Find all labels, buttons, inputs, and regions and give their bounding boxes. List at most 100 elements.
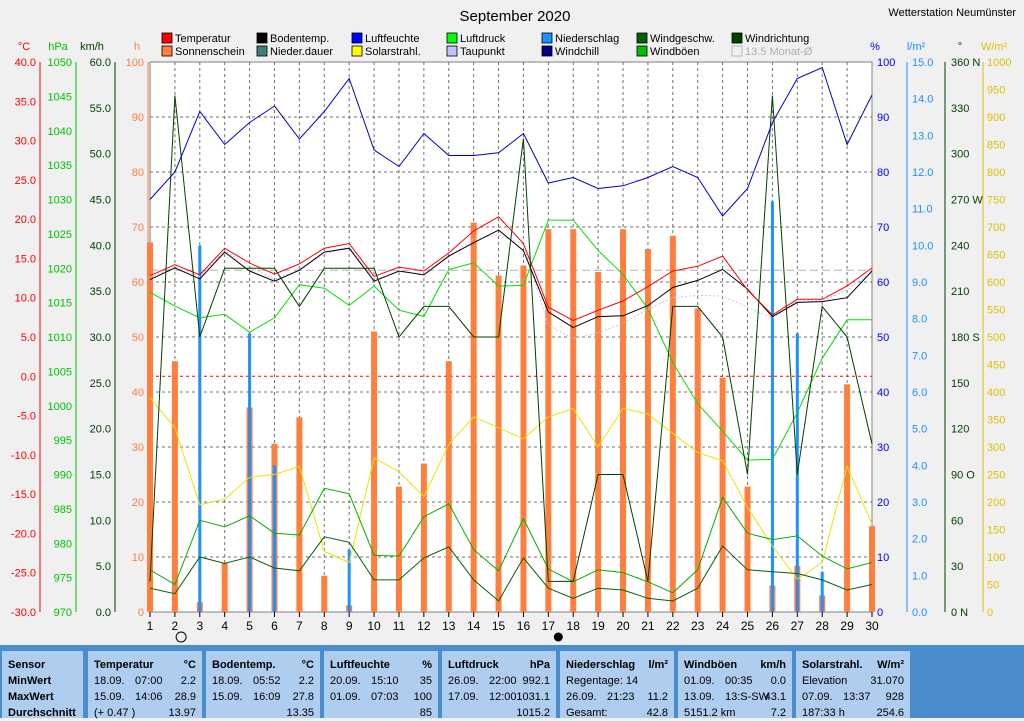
axis-tick-label-precipitation: 13.0 [912,130,933,142]
stat-block: Solarstrahl. W/m² Elevation 31.070 07.09. 13:… [796,651,910,719]
stat-block-title: Windböen [684,659,738,671]
x-tick-label: 14 [467,619,481,633]
stat-block-unit: l/m² [648,659,668,671]
axis-tick-label-solar: 650 [987,250,1005,262]
axis-tick-label-humidity: 90 [877,112,889,124]
x-tick-label: 13 [442,619,456,633]
series-line-humidity [149,66,873,217]
stat-block: Windböen km/h 01.09. 00:35 0.0 13.09. 13:S-SW 4… [678,651,792,719]
axis-tick-label-temperature: 25.0 [15,175,36,187]
stat-date: Regentage: 14 [566,675,639,687]
axis-tick-label-temperature: 40.0 [15,57,36,69]
x-tick-label: 18 [567,619,581,633]
stat-block-title: Solarstrahl. [802,659,863,671]
stat-date: 5151.2 km [684,707,736,719]
axis-tick-label-wind-direction: 180 S [951,332,980,344]
axis-tick-label-wind-direction: 270 W [951,195,983,207]
sunshine-bar [694,308,701,612]
axis-tick-label-solar: 350 [987,415,1005,427]
legend-label: Luftfeuchte [365,33,419,45]
axis-tick-label-pressure: 980 [54,538,72,550]
legend-swatch [161,32,173,44]
legend-swatch [541,45,553,57]
legend-swatch [351,32,363,44]
axis-tick-label-wind-direction: 240 [951,240,969,252]
axis-tick-label-humidity: 80 [877,167,889,179]
legend-label: Niederschlag [555,33,619,45]
precipitation-bar [347,549,351,612]
axis-tick-label-sunshine: 60 [132,277,144,289]
axis-tick-label-temperature: -5.0 [17,411,36,423]
stat-block: Bodentemp. °C 18.09. 05:52 2.2 15.09. 16:09 27.… [206,651,320,719]
axis-tick-label-precipitation: 3.0 [912,497,927,509]
sunshine-bar [545,229,552,612]
stat-block: Temperatur °C 18.09. 07:00 2.2 15.09. 14:06 28.… [88,651,202,719]
x-tick-label: 6 [271,619,278,633]
axis-tick-label-pressure: 975 [54,573,72,585]
stat-time: 14:06 [135,691,163,703]
axis-tick-label-temperature: -25.0 [11,568,36,580]
x-tick-label: 29 [840,619,854,633]
axis-tick-label-wind-direction: 120 [951,424,969,436]
legend-swatch [161,45,173,57]
legend-label: 13.5 Monat-Ø [745,46,813,58]
legend-swatch [731,32,743,44]
x-tick-label: 5 [246,619,253,633]
stat-block-title: Luftdruck [448,659,499,671]
axis-tick-label-solar: 300 [987,442,1005,454]
axis-tick-label-pressure: 1045 [48,91,72,103]
stat-date: Elevation [802,675,848,687]
stat-block: Luftdruck hPa 26.09. 22:00 992.1 17.09. 12:00 1… [442,651,556,719]
stat-block-sensor: Sensor MinWert MaxWert Durchschnitt [2,651,83,719]
axis-tick-label-temperature: 10.0 [15,293,36,305]
axis-tick-label-solar: 600 [987,277,1005,289]
sunshine-bar [744,486,751,612]
legend-label: Windchill [555,46,599,58]
axis-tick-label-humidity: 50 [877,332,889,344]
axis-tick-label-wind: 5.0 [96,561,111,573]
axis-tick-label-wind-direction: 210 [951,286,969,298]
axis-tick-label-solar: 250 [987,470,1005,482]
stat-time: 13:S-SW [725,691,770,703]
axis-tick-label-humidity: 10 [877,552,889,564]
axis-tick-label-solar: 500 [987,332,1005,344]
stat-date: 17.09. [448,691,479,703]
sunshine-bar [147,242,153,612]
x-tick-label: 16 [517,619,531,633]
axis-tick-label-wind-direction: 60 [951,515,963,527]
axis-tick-label-humidity: 40 [877,387,889,399]
stat-sensor-row: MinWert [8,675,52,687]
axis-tick-label-wind: 20.0 [90,424,111,436]
sunshine-bar [296,417,303,612]
chart-marks [147,66,875,613]
axis-tick-label-temperature: -30.0 [11,607,36,619]
legend-label: Windrichtung [745,33,809,45]
stat-value: 1015.2 [516,707,550,719]
legend-label: Bodentemp. [270,33,329,45]
axis-tick-label-pressure: 1030 [48,195,72,207]
axis-unit-label: % [870,41,880,53]
sunshine-bar [321,575,328,612]
axis-tick-label-sunshine: 40 [132,387,144,399]
x-tick-label: 7 [296,619,303,633]
legend-label: Sonnenschein [175,46,245,58]
axis-tick-label-pressure: 1015 [48,298,72,310]
axis-tick-label-wind: 35.0 [90,286,111,298]
axis-tick-label-pressure: 1050 [48,57,72,69]
stat-block-unit: °C [183,659,196,671]
stat-value: 31.070 [870,675,904,687]
stat-date: 20.09. [330,675,361,687]
x-tick-label: 15 [492,619,506,633]
axis-tick-label-temperature: 5.0 [21,332,36,344]
legend-label: Taupunkt [460,46,505,58]
axis-tick-label-precipitation: 15.0 [912,57,933,69]
axis-tick-label-solar: 0 [987,607,993,619]
axis-unit-label: h [134,41,140,53]
legend-swatch [541,32,553,44]
axis-tick-label-temperature: -10.0 [11,450,36,462]
stat-date: 18.09. [94,675,125,687]
chart-axes: 40.035.030.025.020.015.010.05.00.0-5.0-1… [11,41,1011,643]
axis-tick-label-sunshine: 10 [132,552,144,564]
axis-tick-label-sunshine: 70 [132,222,144,234]
legend-label: Windböen [650,46,700,58]
